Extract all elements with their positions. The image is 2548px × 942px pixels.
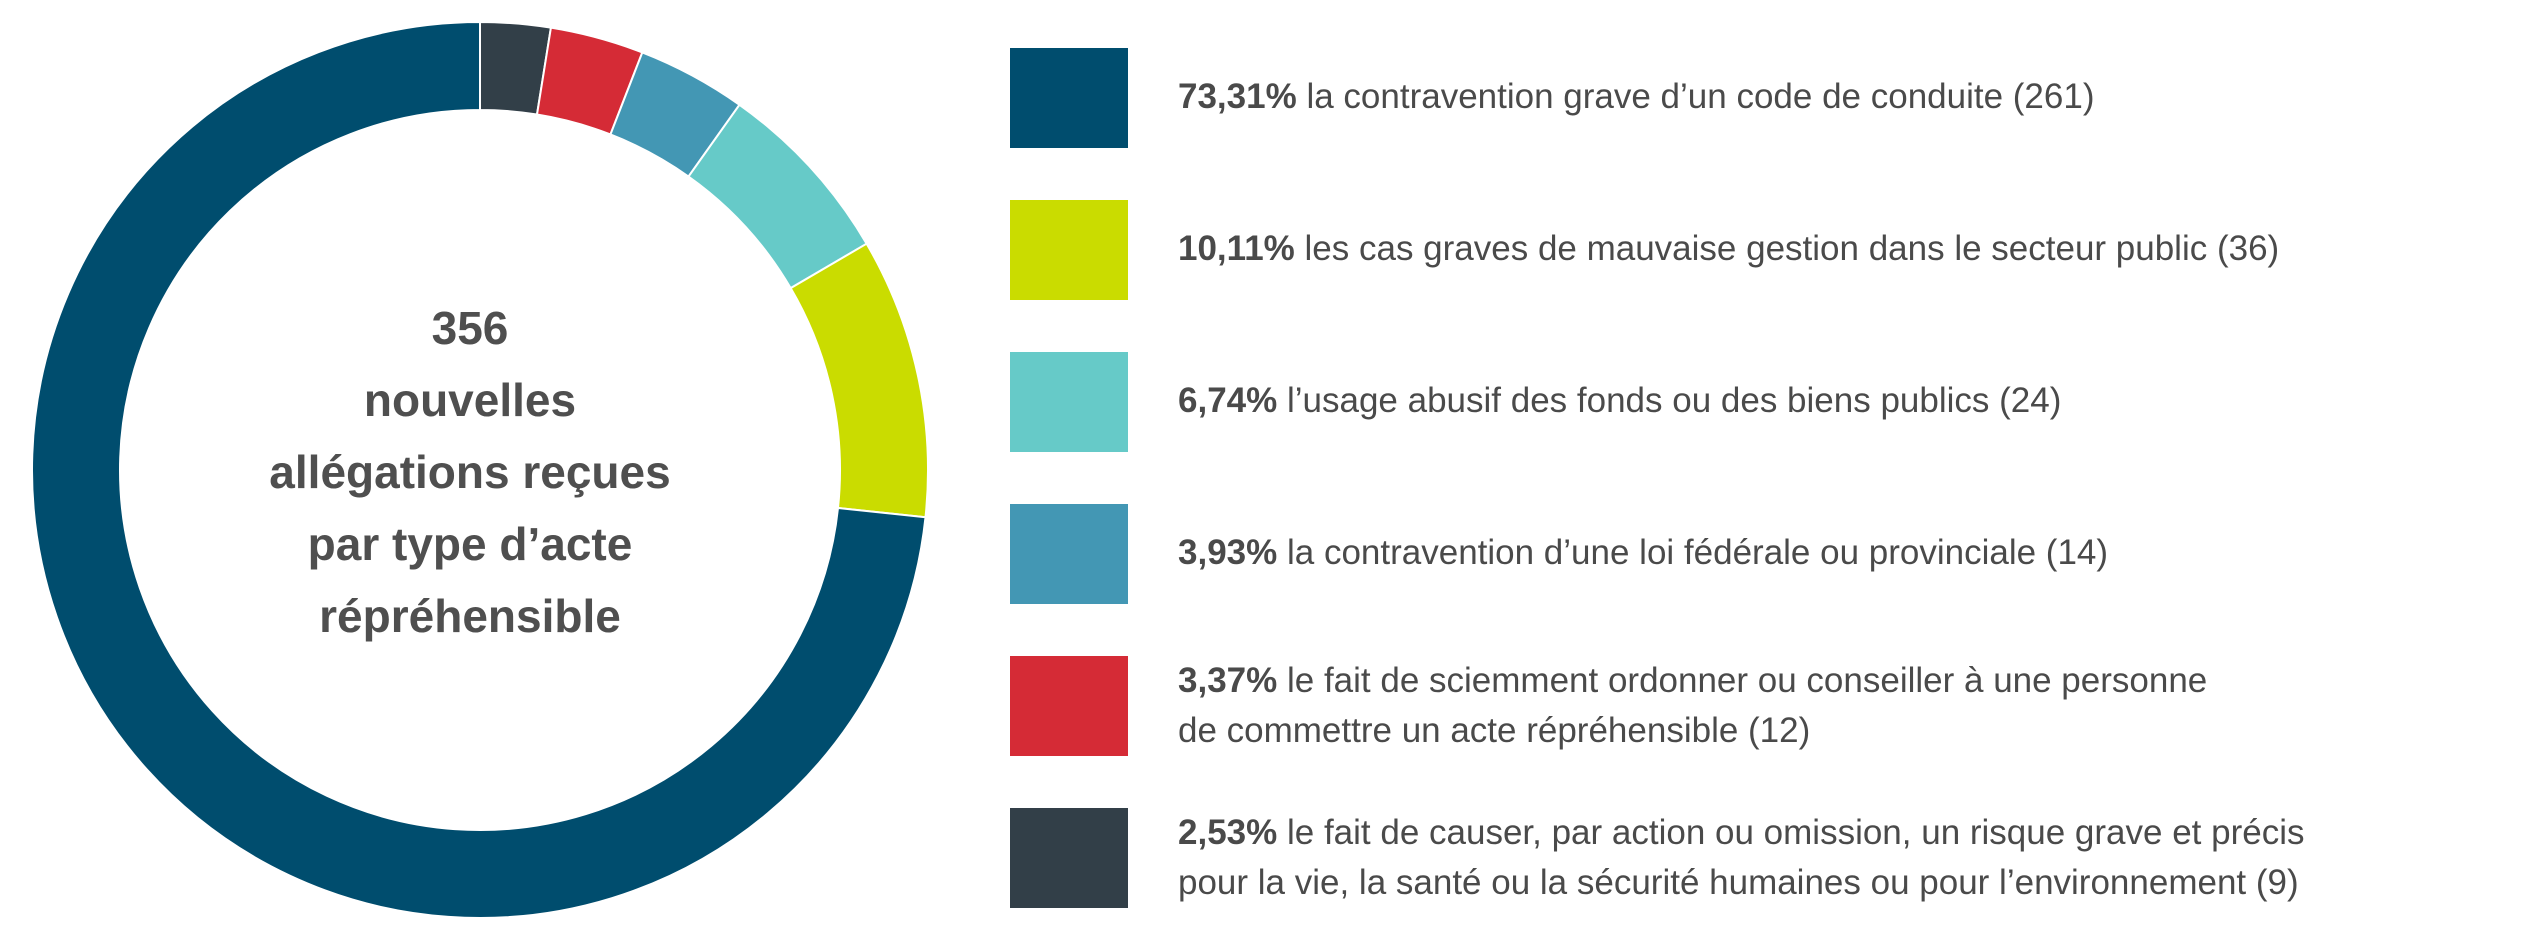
legend-text: 3,37% le fait de sciemment ordonner ou c… (1178, 656, 2207, 756)
legend-label: le fait de causer, par action ou omissio… (1286, 813, 2305, 852)
legend-text: 2,53% le fait de causer, par action ou o… (1178, 808, 2304, 908)
legend-swatch (1010, 808, 1128, 908)
legend-label: le fait de sciemment ordonner ou conseil… (1286, 661, 2208, 700)
center-line-5: répréhensible (319, 590, 621, 642)
legend-item: 3,93% la contravention d’une loi fédéral… (1010, 504, 2530, 604)
legend-label-line-2: pour la vie, la santé ou la sécurité hum… (1178, 863, 2299, 902)
legend-percent: 6,74% (1178, 381, 1278, 420)
legend-text: 10,11% les cas graves de mauvaise gestio… (1178, 224, 2279, 274)
legend-item: 3,37% le fait de sciemment ordonner ou c… (1010, 656, 2530, 756)
legend-label: la contravention grave d’un code de cond… (1306, 77, 2095, 116)
legend-swatch (1010, 48, 1128, 148)
legend-item: 6,74% l’usage abusif des fonds ou des bi… (1010, 352, 2530, 452)
center-line-4: par type d’acte (307, 518, 633, 570)
legend-item: 2,53% le fait de causer, par action ou o… (1010, 808, 2530, 908)
legend-text: 6,74% l’usage abusif des fonds ou des bi… (1178, 376, 2061, 426)
legend-percent: 73,31% (1178, 77, 1297, 116)
total-count: 356 (431, 302, 509, 354)
legend-label: l’usage abusif des fonds ou des biens pu… (1286, 381, 2062, 420)
legend-swatch (1010, 352, 1128, 452)
legend-swatch (1010, 200, 1128, 300)
legend-percent: 10,11% (1178, 229, 1295, 268)
legend-item: 73,31% la contravention grave d’un code … (1010, 48, 2530, 148)
donut-slice (31, 20, 927, 919)
legend-label: la contravention d’une loi fédérale ou p… (1286, 533, 2109, 572)
donut-center-label: 356 nouvelles allégations reçues par typ… (180, 292, 760, 652)
legend-swatch (1010, 504, 1128, 604)
center-line-2: nouvelles (363, 374, 577, 426)
legend-percent: 3,37% (1178, 661, 1278, 700)
legend-percent: 3,93% (1178, 533, 1278, 572)
donut-chart (31, 20, 929, 919)
center-line-3: allégations reçues (269, 446, 671, 498)
legend-percent: 2,53% (1178, 813, 1278, 852)
donut-slice (789, 242, 929, 519)
legend-text: 3,93% la contravention d’une loi fédéral… (1178, 528, 2108, 578)
legend-text: 73,31% la contravention grave d’un code … (1178, 72, 2094, 122)
legend-label-line-2: de commettre un acte répréhensible (12) (1178, 711, 1811, 750)
legend-swatch (1010, 656, 1128, 756)
legend-item: 10,11% les cas graves de mauvaise gestio… (1010, 200, 2530, 300)
legend-label: les cas graves de mauvaise gestion dans … (1304, 229, 2280, 268)
